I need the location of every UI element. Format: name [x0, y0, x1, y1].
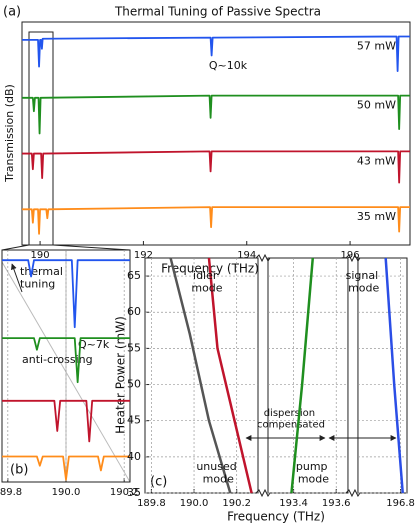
x-tick-label: 194 — [237, 250, 256, 261]
series-line — [22, 35, 410, 72]
axis-break — [255, 253, 271, 263]
annotation: dispersion compensated — [257, 408, 325, 431]
x-tick-label: 193.6 — [322, 498, 351, 509]
series-line — [22, 150, 410, 184]
panel-label: (a) — [3, 5, 21, 20]
legend-label: 57 mW — [357, 39, 396, 52]
x-tick-label: 190 — [31, 250, 50, 261]
legend-label: 43 mW — [357, 154, 396, 167]
series-line — [169, 257, 232, 494]
legend-label: 35 mW — [357, 210, 396, 223]
series-line — [384, 257, 404, 494]
y-tick-label: 40 — [127, 450, 141, 463]
y-axis-label: Transmission (dB) — [3, 84, 16, 183]
zoom-line — [1, 244, 30, 251]
y-tick-label: 65 — [127, 269, 141, 282]
series-line — [207, 257, 253, 494]
y-tick-label: 50 — [127, 378, 141, 391]
plot-frame — [21, 21, 411, 246]
annotation: Q~10k — [209, 59, 248, 72]
x-tick-label: 193.4 — [279, 498, 308, 509]
x-tick-label: 190.2 — [110, 487, 139, 498]
series-label: idler mode — [191, 269, 222, 295]
annotation: Q~7k — [78, 338, 110, 351]
x-tick-label: 196.8 — [386, 498, 415, 509]
x-tick-label: 196 — [341, 250, 360, 261]
series-line — [2, 455, 130, 481]
annotation: anti-crossing — [22, 353, 93, 366]
series-line — [290, 257, 315, 494]
x-tick-label: 189.8 — [0, 487, 22, 498]
y-tick-label: 35 — [127, 486, 141, 499]
axis-break — [345, 488, 361, 498]
chart-title: Thermal Tuning of Passive Spectra — [114, 5, 321, 19]
x-tick-label: 192 — [134, 250, 153, 261]
x-tick-label: 190.0 — [180, 498, 209, 509]
plot-frame — [267, 257, 349, 494]
y-tick-label: 45 — [127, 414, 141, 427]
axis-break — [345, 253, 361, 263]
axis-break — [255, 488, 271, 498]
x-tick-label: 190.2 — [222, 498, 251, 509]
series-label: unused mode — [196, 460, 240, 486]
y-tick-label: 55 — [127, 341, 141, 354]
legend-label: 50 mW — [357, 99, 396, 112]
panel-label: (c) — [150, 475, 167, 490]
series-line — [2, 337, 130, 384]
series-line — [2, 399, 130, 443]
arrow — [10, 263, 23, 293]
series-label: pump mode — [296, 460, 331, 486]
annotation: thermal tuning — [20, 265, 66, 291]
zoom-line — [52, 244, 131, 251]
series-label: signal mode — [346, 269, 382, 295]
x-axis-label: Frequency (THz) — [227, 510, 325, 524]
series-line — [2, 259, 130, 329]
x-tick-label: 190.0 — [52, 487, 81, 498]
panel-label: (b) — [10, 463, 28, 478]
x-tick-label: 189.8 — [137, 498, 166, 509]
y-axis-label: Heater Power (mW) — [114, 316, 128, 434]
y-tick-label: 60 — [127, 305, 141, 318]
series-line — [22, 206, 410, 235]
series-line — [22, 94, 410, 135]
